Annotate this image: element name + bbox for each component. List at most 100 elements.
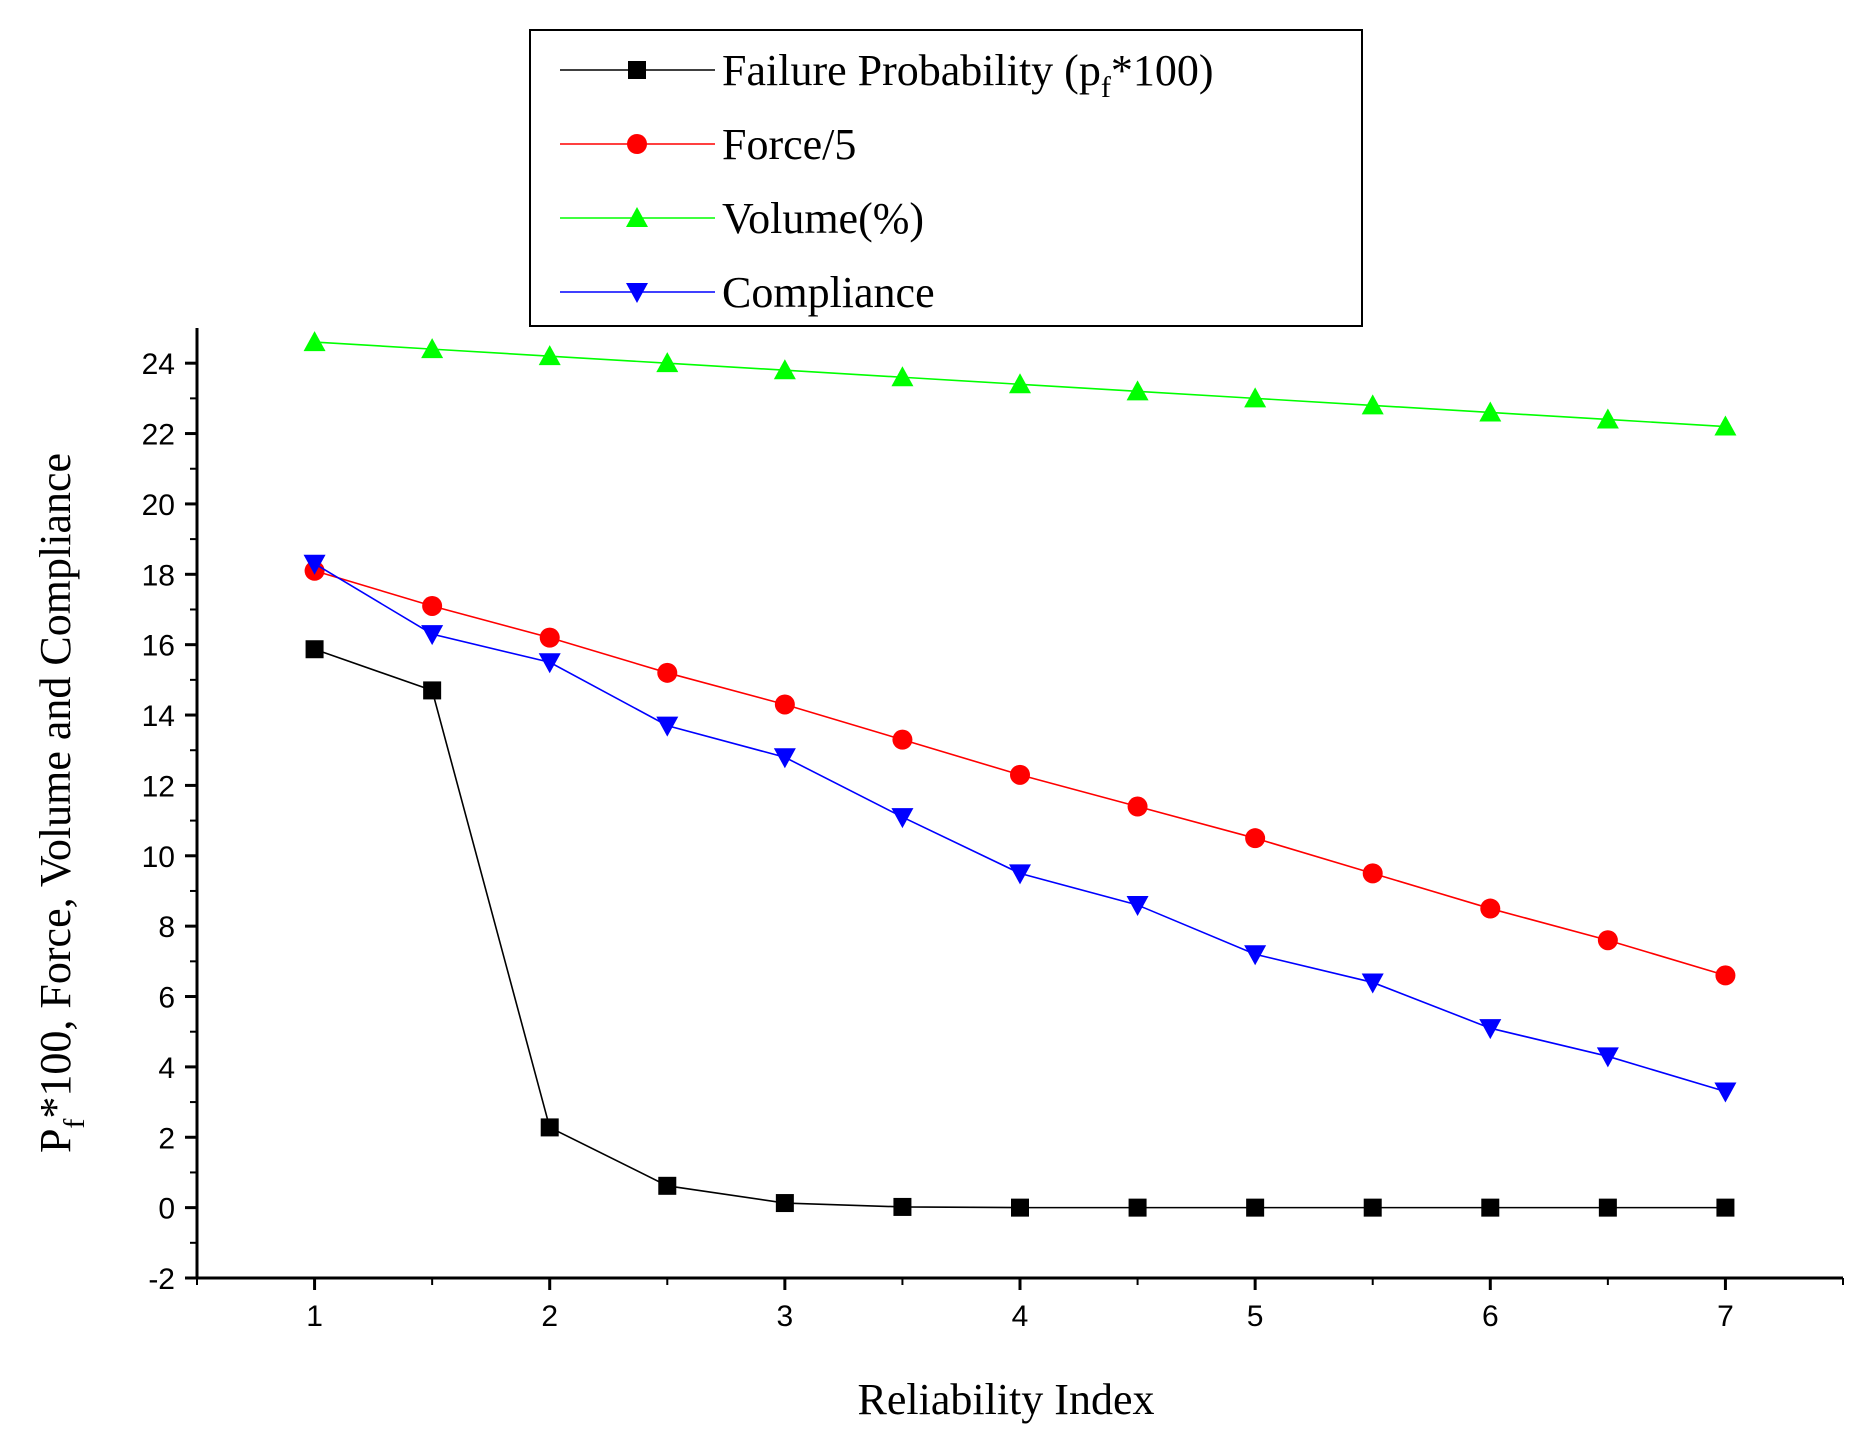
legend-label: Failure Probability (pf*100)	[722, 46, 1214, 104]
y-tick-label: 16	[142, 630, 175, 663]
data-point	[1244, 945, 1267, 966]
y-axis-title-main: P	[31, 1129, 80, 1153]
series-layer	[303, 331, 1737, 1217]
data-point	[1715, 965, 1736, 986]
legend-marker	[626, 283, 648, 303]
data-point	[1362, 863, 1383, 884]
legend-marker	[626, 207, 648, 227]
x-ticks: 1 2 3 4 5 6 7	[196, 1278, 1844, 1333]
y-axis-title-subscript: f	[58, 1119, 91, 1129]
y-tick-label: 8	[158, 911, 175, 944]
legend-label-text: Failure Probability (p	[722, 46, 1101, 95]
y-tick-label: 6	[158, 982, 175, 1015]
data-point	[1479, 401, 1502, 422]
data-point	[893, 1197, 912, 1216]
data-point	[1127, 796, 1148, 817]
x-tick-label: 1	[306, 1300, 323, 1333]
data-point	[1126, 380, 1149, 401]
data-point	[1596, 408, 1619, 429]
data-point	[1363, 1198, 1382, 1217]
x-tick-label: 4	[1012, 1300, 1029, 1333]
legend-frame	[529, 29, 1363, 327]
data-point	[1480, 898, 1501, 919]
data-point	[1479, 1019, 1502, 1040]
data-point	[1597, 930, 1618, 951]
legend-label-text: Force/5	[722, 120, 856, 169]
legend-label: Volume(%)	[722, 194, 924, 243]
legend-label: Force/5	[722, 120, 856, 169]
legend-entry: Volume(%)	[560, 194, 924, 243]
y-tick-label: 10	[142, 841, 175, 874]
y-tick-label: 4	[158, 1052, 175, 1085]
data-point	[421, 625, 444, 646]
legend-label-suffix: *100)	[1111, 46, 1214, 95]
x-tick-label: 6	[1482, 1300, 1499, 1333]
data-point	[1481, 1198, 1500, 1217]
data-point	[303, 331, 326, 352]
y-tick-label: 14	[142, 700, 175, 733]
data-point	[303, 554, 326, 575]
data-point	[1128, 1198, 1147, 1217]
data-point	[1598, 1198, 1617, 1217]
y-tick-label: 2	[158, 1122, 175, 1155]
legend-label-text: Volume(%)	[722, 194, 924, 243]
data-point	[1011, 1198, 1029, 1217]
x-tick-label: 3	[777, 1300, 794, 1333]
series-triangle-down	[303, 554, 1737, 1103]
y-axis-title-rest: *100, Force, Volume and Compliance	[31, 453, 80, 1119]
x-tick-label: 5	[1247, 1300, 1264, 1333]
legend-entry: Failure Probability (pf*100)	[560, 46, 1214, 104]
data-point	[1596, 1047, 1619, 1068]
x-tick-label: 2	[541, 1300, 558, 1333]
data-point	[657, 662, 678, 683]
data-point	[1245, 828, 1266, 849]
y-tick-label: 20	[142, 489, 175, 522]
data-point	[1244, 387, 1267, 408]
data-point	[538, 345, 561, 366]
data-point	[538, 653, 561, 674]
legend-label-subscript: f	[1101, 71, 1111, 104]
y-tick-label: -2	[148, 1263, 175, 1296]
data-point	[1361, 973, 1384, 994]
data-point	[773, 748, 796, 769]
data-point	[1126, 896, 1149, 917]
data-point	[892, 729, 913, 750]
legend: Failure Probability (pf*100) Force/5 Volum…	[529, 29, 1363, 327]
y-tick-label: 22	[142, 419, 175, 452]
data-point	[775, 1194, 794, 1213]
y-tick-label: 18	[142, 559, 175, 592]
data-point	[540, 1118, 559, 1137]
data-point	[421, 338, 444, 359]
data-point	[658, 1176, 677, 1195]
legend-marker	[627, 134, 647, 154]
y-tick-label: 24	[142, 348, 175, 381]
y-tick-label: 0	[158, 1193, 175, 1226]
data-point	[1010, 764, 1030, 785]
data-point	[1361, 394, 1384, 415]
data-point	[422, 595, 443, 616]
data-point	[539, 627, 560, 648]
series-circle	[304, 560, 1736, 986]
legend-entry: Force/5	[560, 120, 856, 169]
data-point	[305, 640, 324, 659]
series-square	[305, 640, 1735, 1217]
data-point	[891, 808, 914, 829]
legend-label: Compliance	[722, 268, 935, 317]
data-point	[1246, 1198, 1265, 1217]
data-point	[656, 716, 679, 737]
series-triangle-up	[303, 331, 1737, 436]
data-point	[774, 694, 795, 715]
data-point	[1716, 1198, 1735, 1217]
legend-marker	[628, 61, 646, 79]
legend-entry: Compliance	[560, 268, 935, 317]
data-point	[1009, 373, 1031, 394]
x-axis-title: Reliability Index	[858, 1375, 1155, 1424]
data-point	[423, 681, 442, 700]
data-point	[1714, 1082, 1737, 1103]
data-point	[773, 359, 796, 380]
legend-label-text: Compliance	[722, 268, 935, 317]
data-point	[656, 352, 679, 373]
data-point	[1009, 864, 1031, 885]
data-point	[1714, 415, 1737, 436]
